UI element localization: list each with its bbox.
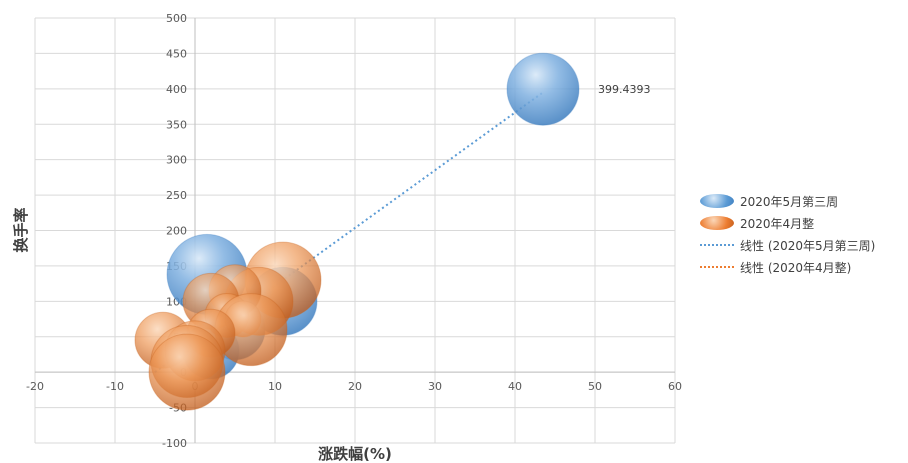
data-labels: 399.4393 <box>598 83 651 96</box>
legend: 2020年5月第三周 2020年4月整 线性 (2020年5月第三周) 线性 (… <box>700 190 875 278</box>
bubble-series-2-12[interactable] <box>148 333 226 411</box>
legend-item-series-2[interactable]: 2020年4月整 <box>700 212 875 234</box>
orange-bubble-icon <box>700 216 734 230</box>
legend-label-trend-1: 线性 (2020年5月第三周) <box>740 238 876 253</box>
legend-item-series-1[interactable]: 2020年5月第三周 <box>700 190 875 212</box>
y-tick-label: 500 <box>166 12 187 25</box>
y-axis-title: 换手率 <box>12 207 30 252</box>
y-tick-label: 400 <box>166 83 187 96</box>
x-tick-label: 60 <box>668 380 682 393</box>
legend-label-series-1: 2020年5月第三周 <box>740 194 839 209</box>
blue-dotted-line-icon <box>700 244 734 246</box>
x-tick-label: 50 <box>588 380 602 393</box>
data-label-1: 399.4393 <box>598 83 651 96</box>
legend-item-trend-1[interactable]: 线性 (2020年5月第三周) <box>700 234 875 256</box>
x-tick-label: 40 <box>508 380 522 393</box>
orange-dotted-line-icon <box>700 266 734 268</box>
bubbles <box>134 52 580 411</box>
legend-item-trend-2[interactable]: 线性 (2020年4月整) <box>700 256 875 278</box>
y-tick-label: 450 <box>166 47 187 60</box>
x-axis-title: 涨跌幅(%) <box>318 445 392 463</box>
y-tick-label: 300 <box>166 154 187 167</box>
y-tick-label: 350 <box>166 118 187 131</box>
legend-label-series-2: 2020年4月整 <box>740 216 815 231</box>
legend-label-trend-2: 线性 (2020年4月整) <box>740 260 852 275</box>
y-tick-label: -100 <box>162 437 187 450</box>
y-tick-label: 250 <box>166 189 187 202</box>
x-tick-label: -10 <box>106 380 124 393</box>
bubble-series-1-1[interactable] <box>506 52 580 126</box>
x-tick-label: 30 <box>428 380 442 393</box>
x-tick-label: 10 <box>268 380 282 393</box>
y-tick-label: 200 <box>166 225 187 238</box>
x-tick-label: 20 <box>348 380 362 393</box>
blue-bubble-icon <box>700 194 734 208</box>
x-tick-label: -20 <box>26 380 44 393</box>
